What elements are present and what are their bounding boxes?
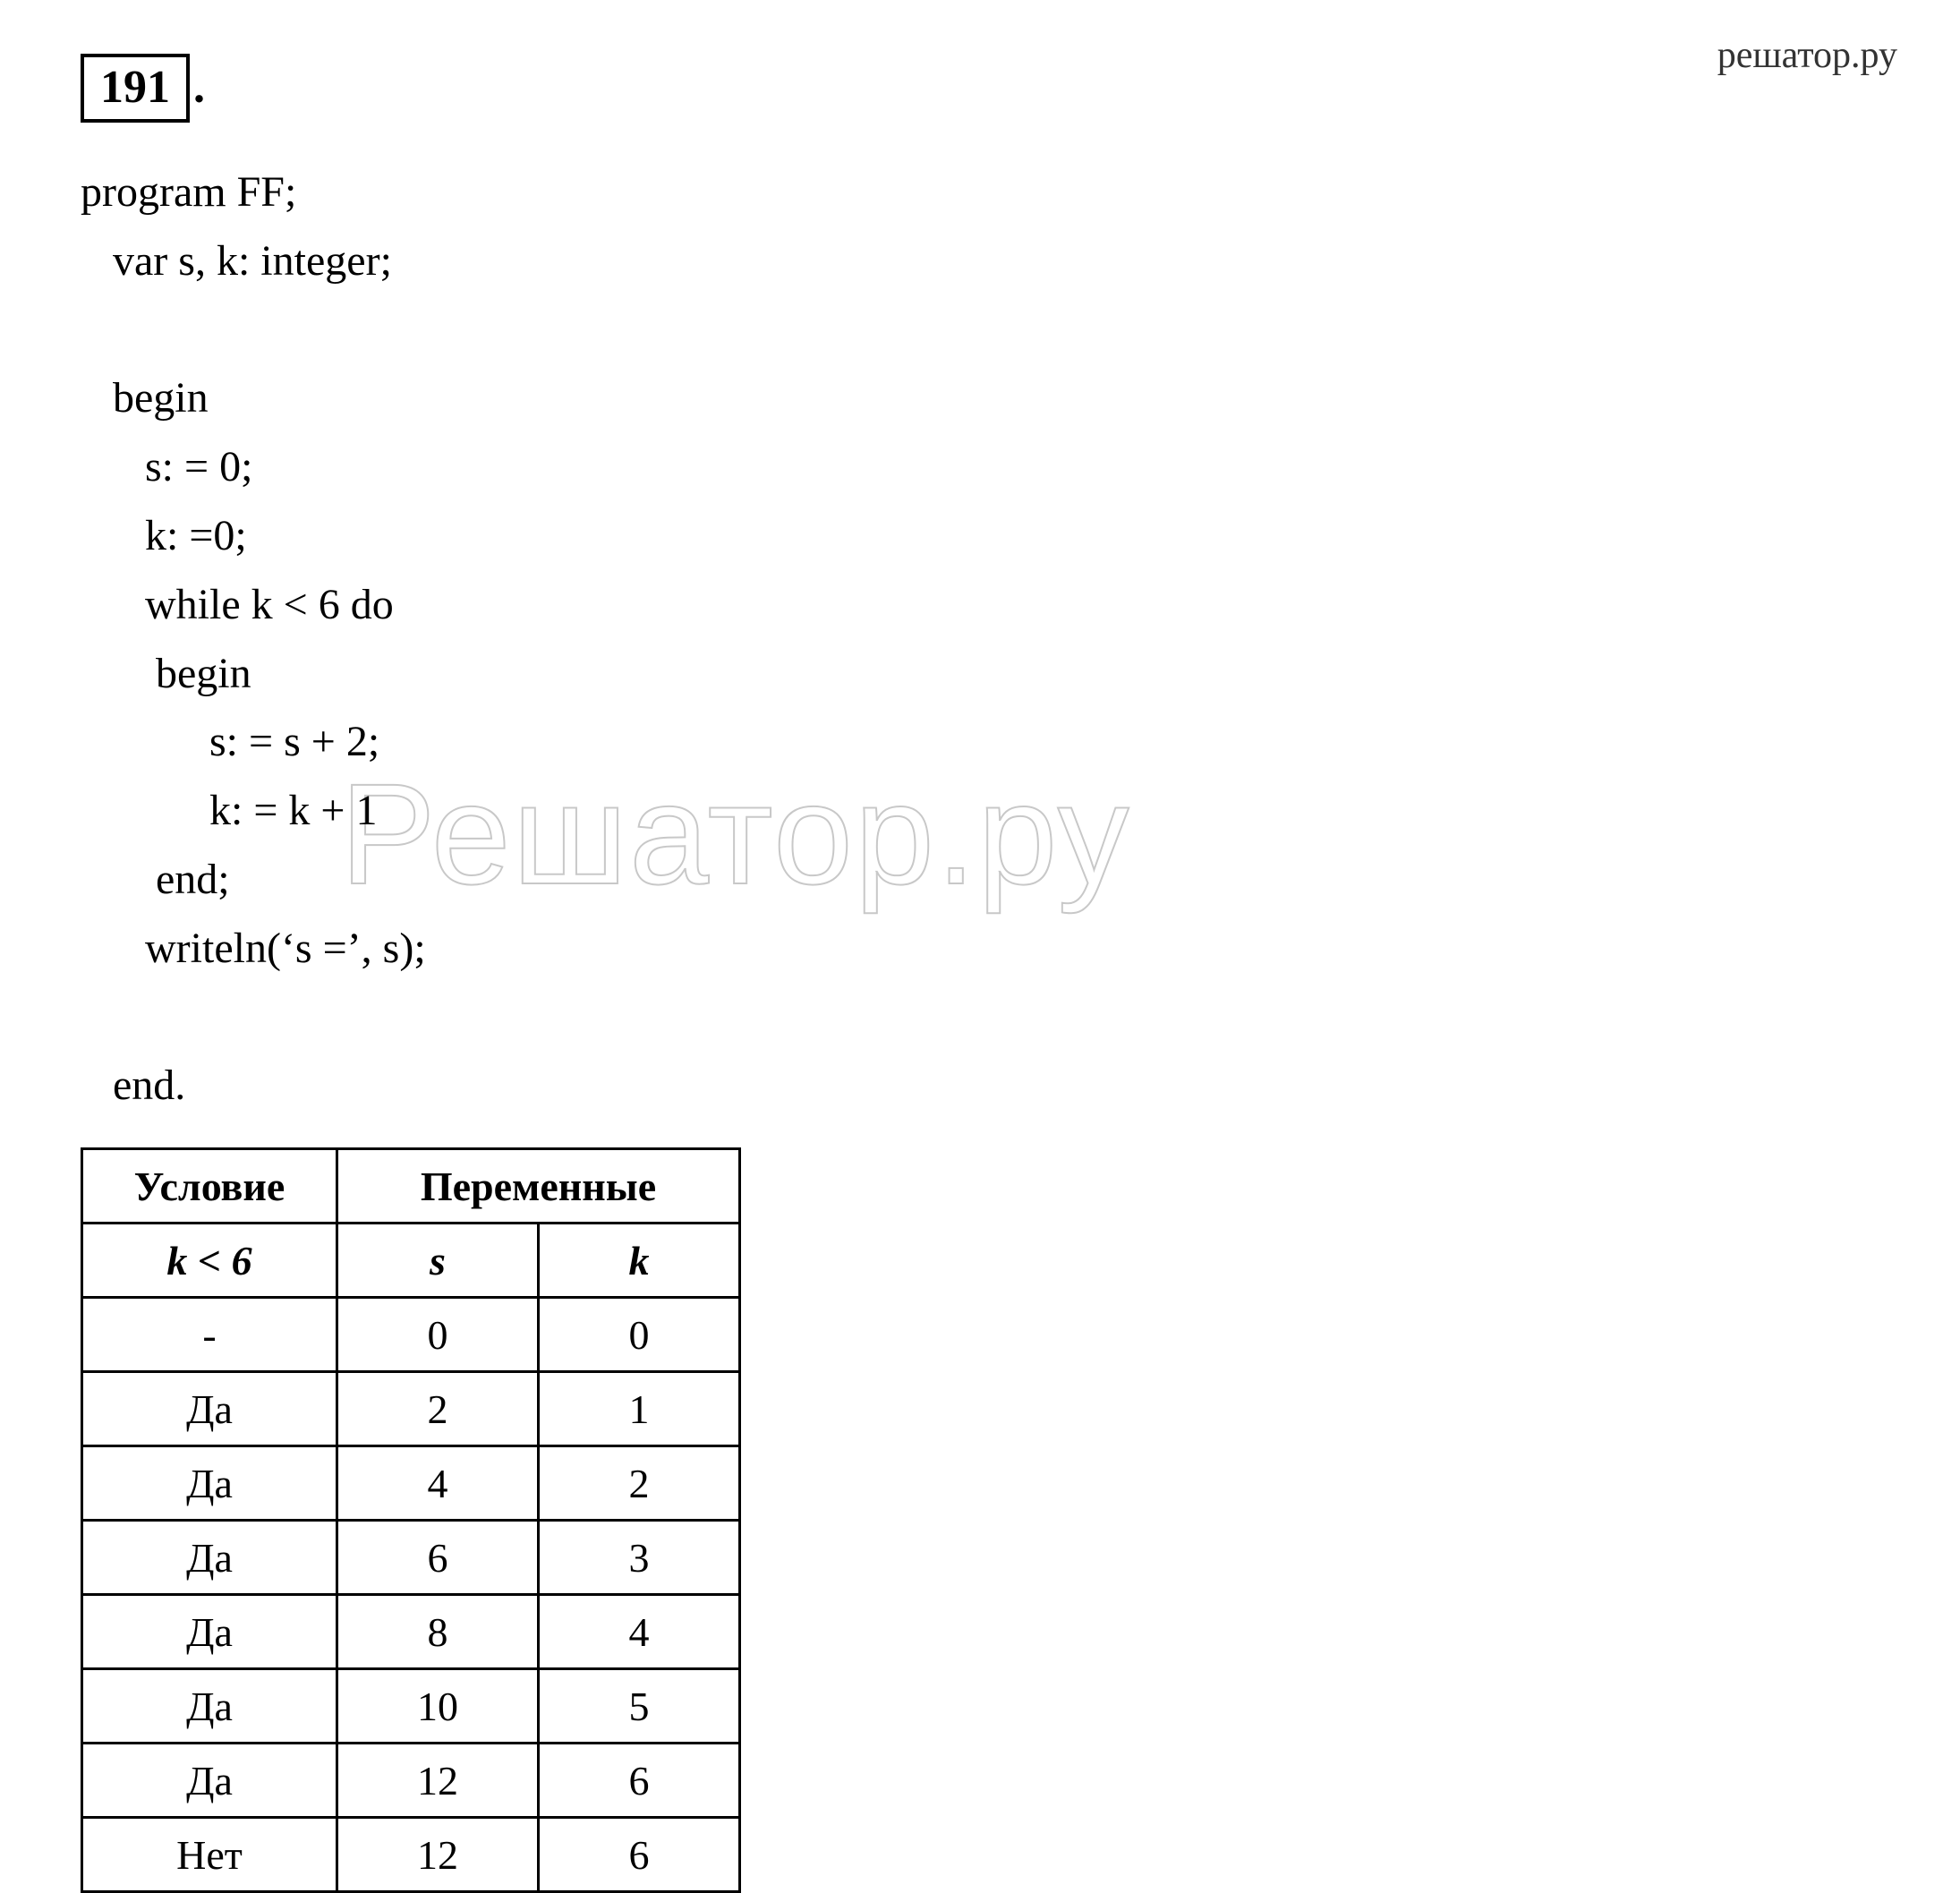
code-line: k: = k + 1 <box>81 787 377 834</box>
header-variables: Переменные <box>337 1149 740 1224</box>
code-line: begin <box>81 650 251 697</box>
table-row: Да 4 2 <box>82 1446 740 1521</box>
cell-s: 10 <box>337 1669 539 1744</box>
problem-heading: 191. <box>81 54 1879 123</box>
table-header-row-1: Условие Переменные <box>82 1149 740 1224</box>
cell-k: 6 <box>539 1818 740 1892</box>
cell-cond: Да <box>82 1521 337 1595</box>
cell-s: 2 <box>337 1372 539 1446</box>
code-block: program FF; var s, k: integer; begin s: … <box>81 158 1879 1121</box>
cell-k: 1 <box>539 1372 740 1446</box>
table-header-row-2: k < 6 s k <box>82 1224 740 1298</box>
cell-k: 5 <box>539 1669 740 1744</box>
subheader-s: s <box>337 1224 539 1298</box>
code-line: program FF; <box>81 168 296 216</box>
cell-s: 0 <box>337 1298 539 1372</box>
cell-cond: Нет <box>82 1818 337 1892</box>
code-line: begin <box>81 374 209 422</box>
cell-s: 6 <box>337 1521 539 1595</box>
trace-table: Условие Переменные k < 6 s k - 0 0 Да 2 … <box>81 1147 741 1893</box>
cell-k: 6 <box>539 1744 740 1818</box>
subheader-k: k <box>539 1224 740 1298</box>
cell-s: 4 <box>337 1446 539 1521</box>
code-line: var s, k: integer; <box>81 237 392 285</box>
cell-s: 12 <box>337 1744 539 1818</box>
problem-number: 191 <box>81 54 190 123</box>
problem-number-dot: . <box>193 62 205 113</box>
code-line: end. <box>81 1062 185 1109</box>
subheader-condition: k < 6 <box>82 1224 337 1298</box>
cell-k: 4 <box>539 1595 740 1669</box>
cell-cond: Да <box>82 1372 337 1446</box>
cell-k: 0 <box>539 1298 740 1372</box>
code-line: s: = 0; <box>81 443 252 490</box>
page: решатор.ру 191. Решатор.ру program FF; v… <box>0 0 1960 1757</box>
table-row: Нет 12 6 <box>82 1818 740 1892</box>
cell-k: 3 <box>539 1521 740 1595</box>
cell-cond: Да <box>82 1669 337 1744</box>
table-row: Да 8 4 <box>82 1595 740 1669</box>
header-condition: Условие <box>82 1149 337 1224</box>
site-label: решатор.ру <box>1717 34 1897 77</box>
code-line: k: =0; <box>81 512 247 559</box>
cell-s: 12 <box>337 1818 539 1892</box>
cell-cond: Да <box>82 1595 337 1669</box>
code-line: while k < 6 do <box>81 581 394 628</box>
cell-cond: Да <box>82 1744 337 1818</box>
cell-cond: Да <box>82 1446 337 1521</box>
table-row: - 0 0 <box>82 1298 740 1372</box>
cell-cond: - <box>82 1298 337 1372</box>
cell-k: 2 <box>539 1446 740 1521</box>
table-row: Да 2 1 <box>82 1372 740 1446</box>
code-line: s: = s + 2; <box>81 718 379 765</box>
table-row: Да 12 6 <box>82 1744 740 1818</box>
table-row: Да 6 3 <box>82 1521 740 1595</box>
code-line: end; <box>81 856 230 903</box>
code-line: writeln(‘s =’, s); <box>81 925 426 972</box>
cell-s: 8 <box>337 1595 539 1669</box>
table-row: Да 10 5 <box>82 1669 740 1744</box>
